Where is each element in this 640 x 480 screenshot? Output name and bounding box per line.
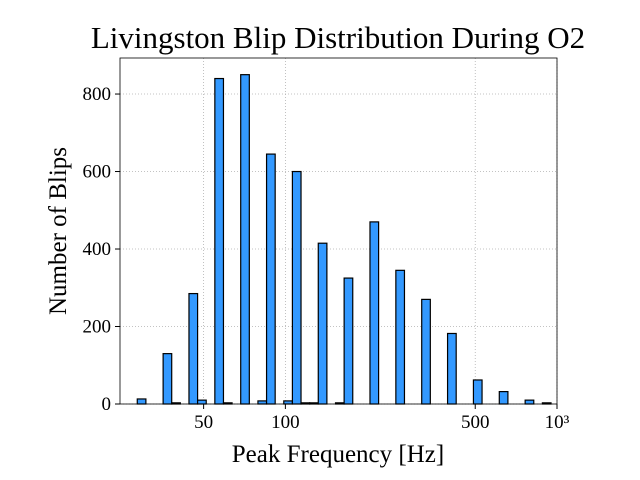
bar [343,277,354,405]
bar [188,292,199,405]
y-tick-label: 400 [83,239,112,260]
bar [283,400,294,405]
y-axis-label: Number of Blips [45,147,72,315]
bar [162,353,173,405]
y-tick-label: 0 [102,394,112,415]
bar [214,77,225,405]
x-tick-label: 10³ [545,412,570,433]
x-axis-label: Peak Frequency [Hz] [232,441,444,468]
bar [524,399,535,405]
x-tick-label: 100 [271,412,300,433]
bar [136,398,147,405]
y-tick-label: 800 [83,84,112,105]
bar [472,379,483,405]
bar [291,170,302,405]
bar [369,221,380,405]
bar [498,391,509,405]
plot-frame [119,57,558,405]
bar [265,153,276,405]
x-tick-label: 500 [461,412,490,433]
bar [421,298,431,405]
y-tick-label: 200 [83,317,112,338]
bar [317,242,328,405]
bar [257,400,268,405]
chart-title: Livingston Blip Distribution During O2 [91,20,585,55]
bar [395,269,406,405]
bar [446,332,457,405]
bar [196,399,207,405]
y-tick-label: 600 [83,162,112,183]
x-tick-label: 50 [194,412,213,433]
bar [240,74,250,405]
